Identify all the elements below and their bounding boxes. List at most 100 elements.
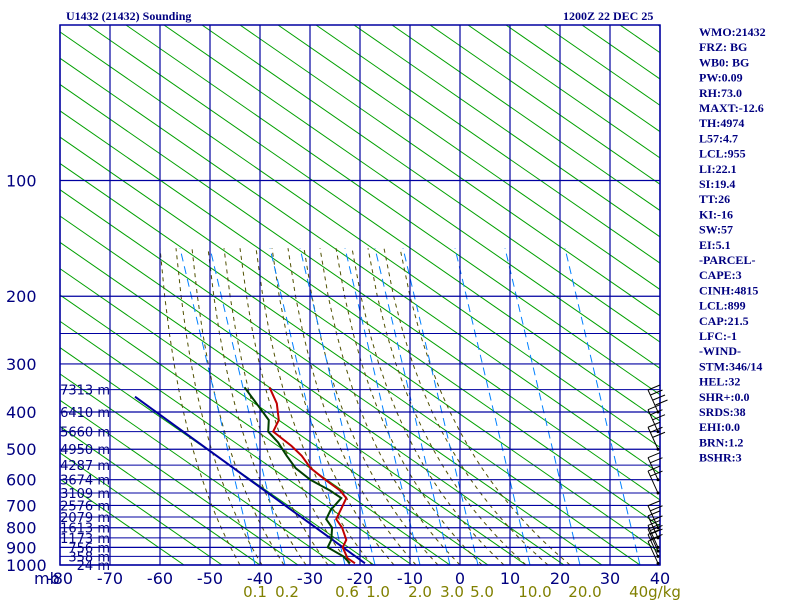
index-item: STM:346/14 — [699, 359, 762, 373]
height-label: 2576 m — [60, 499, 110, 514]
wind-barb-dot — [656, 536, 660, 540]
temp-tick-label: -60 — [147, 569, 173, 588]
dry-adiabat-line — [353, 25, 660, 238]
wind-barb-flag — [647, 519, 661, 526]
height-label: 2079 m — [60, 511, 110, 526]
index-item: TH:4974 — [699, 116, 744, 130]
wind-barb-staff — [647, 389, 659, 413]
wind-barb — [647, 465, 663, 495]
index-item: BSHR:3 — [699, 451, 742, 465]
wind-barb — [647, 404, 666, 434]
wind-barb-dot — [656, 554, 660, 558]
wind-barb-staff — [647, 534, 659, 557]
temp-tick-label: 20 — [550, 569, 570, 588]
dry-adiabat-line — [60, 189, 603, 565]
index-item: MAXT:-12.6 — [699, 101, 764, 115]
index-item: TT:26 — [699, 192, 730, 206]
temp-tick-label: 0 — [455, 569, 465, 588]
sounding-time: 1200Z 22 DEC 25 — [563, 9, 653, 23]
dry-adiabat-line — [60, 241, 527, 565]
mixing-ratio-line — [402, 248, 479, 565]
dry-adiabat-line — [60, 31, 660, 448]
temperature-line — [268, 386, 356, 565]
wind-barb-flag — [650, 524, 663, 531]
wind-barb-flag — [652, 431, 666, 438]
height-label: 3674 m — [60, 474, 110, 489]
dry-adiabat-line — [505, 25, 660, 133]
height-label: 3109 m — [60, 487, 110, 502]
pressure-tick-label: 500 — [6, 440, 37, 459]
wind-barb-staff — [647, 505, 659, 528]
pressure-tick-label: 200 — [6, 287, 37, 306]
index-item: EI:5.1 — [699, 238, 731, 252]
wind-barb-staff — [647, 409, 659, 432]
wind-barb-flag — [647, 510, 661, 517]
temp-tick-label: 30 — [600, 569, 620, 588]
pressure-tick-label: 600 — [6, 471, 37, 490]
wind-barb-dot — [656, 561, 660, 565]
wind-barb-staff — [647, 427, 659, 450]
wind-barb — [647, 500, 663, 530]
dry-adiabat-line — [60, 373, 337, 565]
profiles — [134, 386, 366, 565]
index-item: SW:57 — [699, 223, 733, 237]
mixing-ratio-tick-label: 0.2 — [275, 583, 299, 600]
height-label: 6410 m — [60, 406, 110, 421]
wind-barb-flag — [647, 500, 661, 507]
wind-barb-flag — [647, 523, 661, 530]
pressure-tick-label: 700 — [6, 496, 37, 515]
index-item: -PARCEL- — [699, 253, 755, 267]
temp-tick-label: 10 — [500, 569, 520, 588]
mixing-ratio-line — [564, 248, 641, 565]
wind-barb-flag — [655, 399, 668, 406]
moist-adiabat-line — [367, 248, 527, 565]
pressure-tick-label: 100 — [6, 171, 37, 190]
wind-barb-dot — [656, 549, 660, 553]
temp-tick-label: -70 — [97, 569, 123, 588]
dry-adiabat-line — [60, 425, 261, 565]
wind-barb — [647, 510, 663, 540]
temp-unit-label: mb — [34, 569, 60, 588]
mixing-ratio-line — [179, 248, 256, 565]
dry-adiabat-line — [60, 399, 299, 565]
index-item: KI:-16 — [699, 207, 733, 221]
dry-adiabat-line — [60, 136, 660, 554]
wind-barb-staff — [647, 515, 659, 539]
index-item: CINH:4815 — [699, 283, 758, 297]
index-item: SI:19.4 — [699, 177, 735, 191]
index-item: CAPE:3 — [699, 268, 742, 282]
mixing-ratio-line — [374, 248, 451, 565]
dry-adiabat-line — [60, 215, 565, 565]
dry-adiabat-line — [239, 25, 660, 317]
dry-adiabat-line — [60, 110, 660, 527]
plot-frame — [59, 24, 661, 566]
dry-adiabat-line — [277, 25, 660, 291]
temp-tick-label: -80 — [47, 569, 73, 588]
wind-barb-flag — [647, 465, 661, 472]
wind-barb — [647, 421, 666, 451]
dry-adiabat-line — [60, 320, 413, 565]
index-item: FRZ: BG — [699, 40, 747, 54]
index-item: LI:22.1 — [699, 162, 737, 176]
pressure-tick-label: 800 — [6, 519, 37, 538]
mixing-ratio-tick-label: 0.6 — [335, 583, 359, 600]
index-item: SRDS:38 — [699, 405, 746, 419]
wind-barb-flag — [650, 528, 663, 535]
dry-adiabat-line — [391, 25, 660, 212]
wind-barb-dot — [656, 491, 660, 495]
temp-tick-label: -30 — [297, 569, 323, 588]
wind-barb — [647, 519, 663, 549]
moist-adiabat-line — [271, 248, 395, 565]
mixing-ratio-tick-label: 1.0 — [366, 583, 390, 600]
wind-barb-flag — [650, 470, 663, 477]
mixing-ratio-line — [269, 248, 346, 565]
index-item: BRN:1.2 — [699, 435, 743, 449]
moist-adiabat-line — [175, 248, 263, 565]
index-item: LCL:899 — [699, 299, 746, 313]
index-item: EHI:0.0 — [699, 420, 740, 434]
wind-barb — [647, 384, 668, 414]
dry-adiabat-line — [60, 452, 223, 565]
index-item: HEL:32 — [699, 375, 740, 389]
dry-adiabat-line — [60, 57, 660, 475]
